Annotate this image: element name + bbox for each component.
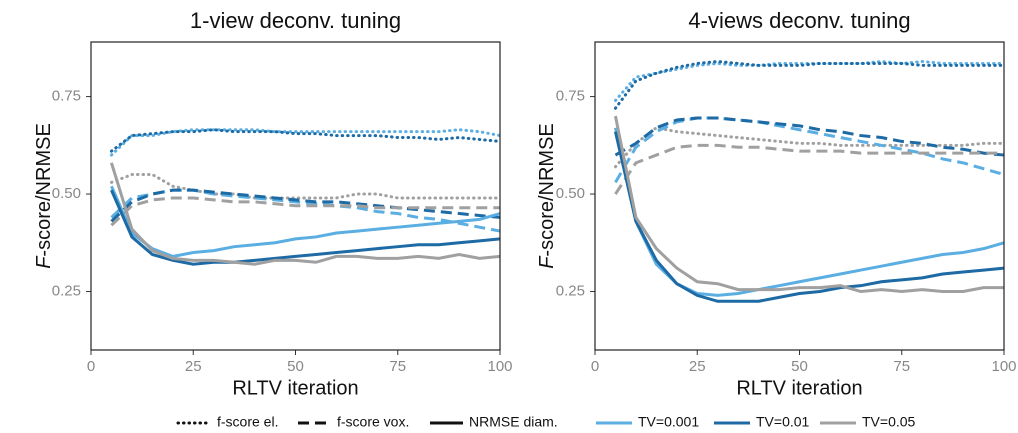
series-line [109, 128, 502, 153]
legend-label: NRMSE diam. [469, 414, 558, 430]
chart-title: 4-views deconv. tuning [688, 8, 910, 33]
x-tick-label: 25 [689, 358, 706, 375]
x-tick-label: 100 [991, 358, 1016, 375]
x-tick-label: 0 [591, 358, 599, 375]
y-tick-label: 0.75 [52, 88, 81, 105]
series-line [110, 185, 501, 258]
y-axis-label-rest: -score/NRMSE [536, 123, 558, 256]
series-line [110, 189, 501, 266]
x-axis-label: RLTV iteration [736, 377, 862, 399]
series-line [110, 162, 501, 266]
legend-label: TV=0.001 [638, 414, 699, 430]
series-line [614, 116, 1005, 157]
legend-label: f-score el. [217, 414, 278, 430]
series-line [613, 115, 1004, 294]
x-axis-label: RLTV iteration [232, 377, 358, 399]
y-tick-label: 0.50 [52, 185, 81, 202]
series-line [613, 126, 1006, 169]
series-line [613, 131, 1005, 303]
series-line [613, 59, 1006, 110]
series-line [614, 116, 1005, 184]
y-axis-label-rest: -score/NRMSE [33, 123, 55, 256]
series-line [110, 188, 501, 223]
plot-frame [594, 41, 1005, 351]
x-tick-label: 100 [487, 358, 512, 375]
plot-frame [90, 41, 501, 351]
chart-title: 1-view deconv. tuning [190, 8, 401, 33]
y-tick-label: 0.75 [556, 88, 585, 105]
y-tick-label: 0.50 [556, 185, 585, 202]
legend-label: TV=0.05 [862, 414, 916, 430]
legend-label: TV=0.01 [756, 414, 810, 430]
y-tick-label: 0.25 [556, 282, 585, 299]
y-axis-label: F-score/NRMSE [33, 123, 55, 269]
x-tick-label: 50 [791, 358, 808, 375]
x-tick-label: 25 [185, 358, 202, 375]
y-axis-label-italic: F [33, 255, 55, 269]
x-tick-label: 75 [893, 358, 910, 375]
series-line [109, 173, 502, 200]
x-tick-label: 50 [287, 358, 304, 375]
y-axis-label-italic: F [536, 255, 558, 269]
series-line [613, 59, 1006, 102]
legend-label: f-score vox. [337, 414, 409, 430]
y-axis-label: F-score/NRMSE [536, 123, 558, 269]
x-tick-label: 75 [389, 358, 406, 375]
y-tick-label: 0.25 [52, 282, 81, 299]
series-line [109, 128, 502, 157]
series-line [614, 143, 1004, 195]
series-line [110, 196, 500, 227]
x-tick-label: 0 [87, 358, 95, 375]
